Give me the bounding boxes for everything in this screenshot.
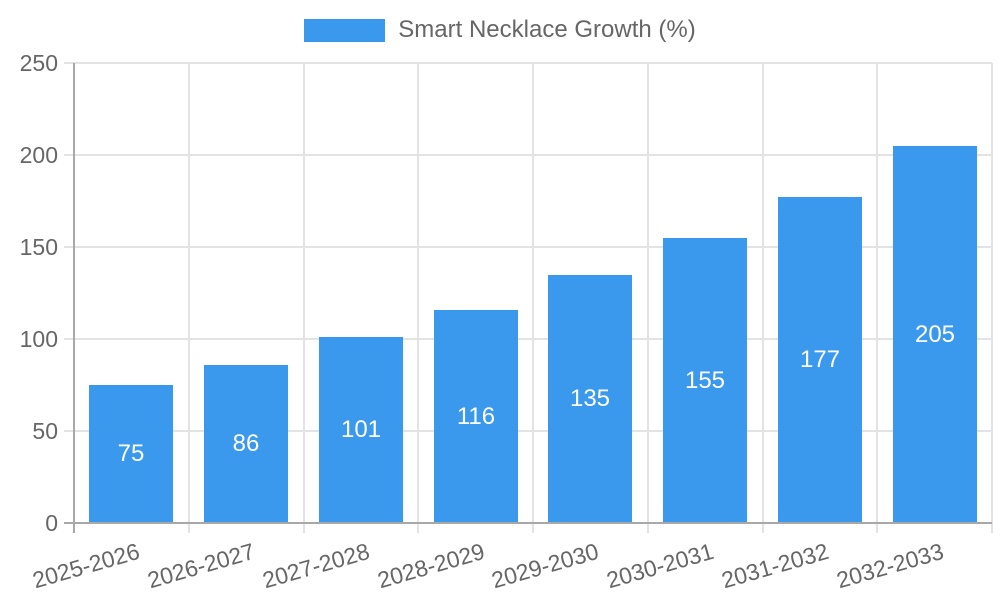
legend-swatch: [304, 18, 386, 42]
bar-value-label: 101: [340, 416, 382, 443]
bar-value-label: 116: [456, 402, 496, 430]
x-axis-tick: [762, 523, 764, 533]
gridline-vertical: [647, 63, 649, 523]
bar-value-label: 75: [117, 440, 145, 467]
gridline-vertical: [188, 63, 190, 523]
legend-item[interactable]: Smart Necklace Growth (%): [304, 16, 696, 45]
gridline-vertical: [762, 63, 764, 523]
y-axis-tick: [64, 522, 74, 524]
y-axis-tick: [64, 62, 74, 64]
y-tick-label: 0: [45, 510, 58, 536]
y-tick-label: 200: [19, 142, 58, 168]
bar: 155: [663, 238, 747, 523]
gridline-vertical: [991, 63, 993, 523]
y-axis-tick: [64, 430, 74, 432]
gridline-vertical: [417, 63, 419, 523]
bar-value-label: 86: [232, 430, 260, 457]
legend-label: Smart Necklace Growth (%): [398, 16, 696, 43]
bar: 75: [89, 385, 173, 523]
x-axis-tick: [532, 523, 534, 533]
x-axis-tick: [73, 523, 75, 533]
bar-value-label: 135: [569, 385, 611, 412]
y-tick-label: 250: [19, 50, 58, 76]
x-axis-tick: [417, 523, 419, 533]
bar: 177: [778, 197, 862, 523]
y-axis-line: [73, 63, 75, 523]
bar-value-label: 155: [684, 366, 726, 394]
y-axis-tick: [64, 246, 74, 248]
gridline-vertical: [532, 63, 534, 523]
bar: 205: [893, 146, 977, 523]
bar: 116: [434, 310, 518, 523]
bar: 135: [548, 275, 632, 523]
x-axis-tick: [876, 523, 878, 533]
bar-value-label: 177: [799, 346, 841, 373]
gridline-vertical: [876, 63, 878, 523]
y-axis-tick: [64, 154, 74, 156]
legend: Smart Necklace Growth (%): [0, 16, 1000, 45]
x-axis-tick: [647, 523, 649, 533]
x-axis-line: [74, 522, 992, 524]
y-tick-label: 50: [32, 418, 58, 444]
y-axis-tick: [64, 338, 74, 340]
bar: 86: [204, 365, 288, 523]
y-tick-label: 150: [19, 234, 58, 260]
bar-value-label: 205: [914, 320, 956, 348]
x-axis-tick: [991, 523, 993, 533]
bar: 101: [319, 337, 403, 523]
y-tick-label: 100: [19, 326, 58, 352]
gridline-vertical: [303, 63, 305, 523]
x-axis-tick: [303, 523, 305, 533]
x-axis-tick: [188, 523, 190, 533]
